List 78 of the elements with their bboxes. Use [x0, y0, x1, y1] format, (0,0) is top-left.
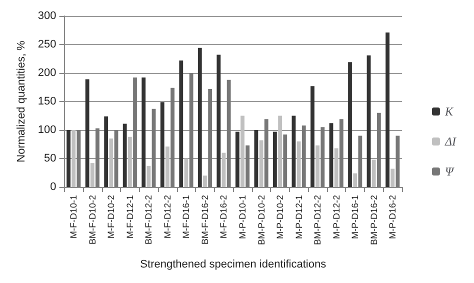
legend-label: Ψ [444, 164, 455, 178]
bar [386, 32, 390, 187]
y-axis-title: Normalized quantities, % [16, 40, 28, 162]
bar [109, 138, 114, 187]
bar [358, 136, 362, 187]
x-tick-label: M-P-D10-1 [238, 195, 248, 240]
bar [372, 160, 376, 187]
x-tick-label: M-F-D10-2 [106, 195, 116, 239]
bar [240, 116, 244, 187]
bar [348, 62, 352, 187]
bar [376, 112, 381, 187]
x-tick-label: M-P-D10-2 [275, 195, 286, 240]
y-tick-label: 250 [38, 38, 56, 50]
x-tick-label: M-F-D12-2 [162, 195, 172, 239]
bar [203, 176, 207, 187]
y-tick-label: 300 [38, 10, 56, 22]
x-tick-label: BM-P-D16-2 [368, 195, 379, 246]
bar [76, 130, 81, 187]
bar [85, 79, 90, 187]
bar [296, 141, 301, 187]
x-tick-label: M-F-D16-1 [181, 195, 192, 239]
bar [235, 132, 240, 187]
bar [320, 127, 325, 187]
bar [146, 166, 151, 187]
bar [339, 119, 344, 187]
bar [96, 128, 100, 187]
bar [329, 123, 334, 187]
bar [122, 124, 127, 187]
bar [246, 145, 250, 187]
x-tick-label: M-F-D10-1 [68, 195, 79, 239]
bar [208, 88, 212, 187]
bar [283, 134, 288, 187]
bar [166, 146, 170, 187]
x-axis-title: Strengthened specimen identifications [140, 258, 327, 270]
x-tick-label: BM-F-D16-2 [200, 195, 210, 245]
bar [133, 78, 137, 187]
bar [310, 86, 314, 187]
bar [264, 119, 268, 187]
legend-label: K [444, 104, 454, 118]
bar [254, 130, 258, 187]
bar [142, 78, 146, 187]
bar [396, 136, 400, 187]
bar [353, 173, 358, 187]
x-tick-label: BM-P-D10-2 [256, 195, 266, 246]
x-tick-label: M-F-D16-2 [218, 195, 229, 239]
x-tick-label: M-P-D12-2 [331, 195, 342, 240]
bar [160, 102, 164, 187]
bar [72, 130, 76, 187]
bar [66, 130, 71, 187]
y-tick-label: 150 [38, 96, 56, 108]
legend-label: ΔI [444, 134, 458, 148]
bar [302, 125, 306, 187]
bar [104, 116, 108, 187]
bar [390, 168, 395, 187]
x-tick-label: M-P-D16-1 [350, 195, 360, 240]
bar [316, 145, 320, 187]
x-tick-label: BM-F-D12-2 [144, 195, 154, 245]
y-tick-label: 0 [50, 181, 56, 193]
x-tick-label: M-F-D12-1 [124, 195, 135, 239]
bar [128, 136, 132, 187]
bar [334, 148, 338, 187]
y-tick-label: 200 [38, 67, 56, 79]
bar [226, 80, 231, 187]
bar [179, 60, 184, 187]
x-tick-label: M-P-D16-2 [388, 195, 398, 240]
x-tick-label: BM-F-D10-2 [87, 195, 98, 245]
y-tick-label: 50 [44, 152, 56, 164]
bar [198, 48, 202, 187]
bar [216, 54, 221, 187]
bar [278, 116, 282, 187]
bar [114, 130, 118, 187]
bar [273, 132, 277, 187]
bar [90, 163, 94, 187]
y-tick-label: 100 [38, 124, 56, 136]
bar [170, 88, 174, 187]
x-tick-label: BM-P-D12-2 [312, 195, 323, 246]
bar [189, 73, 194, 187]
x-tick-label: M-P-D12-1 [294, 195, 304, 240]
